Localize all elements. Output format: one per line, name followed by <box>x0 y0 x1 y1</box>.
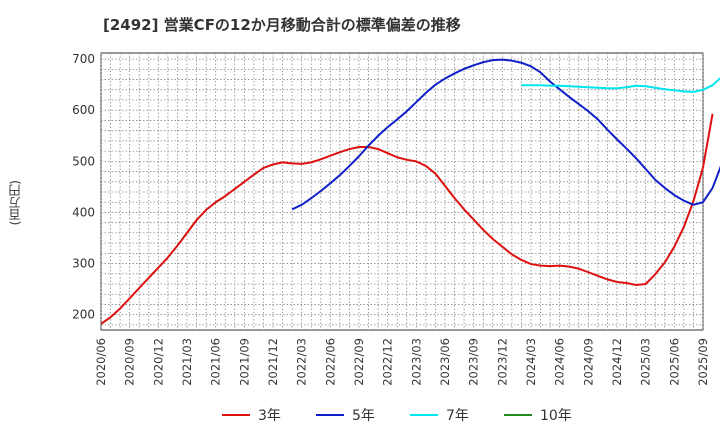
x-tick-label: 2021/12 <box>266 338 280 386</box>
x-tick-label: 2021/09 <box>237 338 251 386</box>
legend-swatch <box>410 414 438 416</box>
legend-item: 5年 <box>316 404 375 426</box>
x-tick-label: 2025/03 <box>639 338 653 386</box>
x-tick-label: 2021/03 <box>180 338 194 386</box>
x-tick-label: 2023/12 <box>495 338 509 386</box>
y-tick-label: 200 <box>72 308 95 322</box>
legend-label: 10年 <box>540 408 572 424</box>
legend-label: 3年 <box>258 408 281 424</box>
legend-item: 10年 <box>504 404 572 426</box>
y-tick-label: 600 <box>72 103 95 117</box>
legend-swatch <box>222 414 250 416</box>
y-tick-label: 700 <box>72 52 95 66</box>
y-tick-label: 500 <box>72 154 95 168</box>
grid-layer <box>100 52 704 331</box>
legend-item: 7年 <box>410 404 469 426</box>
legend-label: 7年 <box>446 408 469 424</box>
legend-item: 3年 <box>222 404 281 426</box>
y-tick-label: 400 <box>72 205 95 219</box>
x-tick-label: 2024/03 <box>524 338 538 386</box>
x-tick-label: 2024/06 <box>553 338 567 386</box>
legend-swatch <box>316 414 344 416</box>
x-tick-label: 2022/12 <box>381 338 395 386</box>
legend-label: 5年 <box>352 408 375 424</box>
x-tick-label: 2024/09 <box>581 338 595 386</box>
x-tick-label: 2023/06 <box>438 338 452 386</box>
line-chart: 200 300 400 500 600 700 2020/06 2020/09 2020/12 2… <box>72 52 720 386</box>
x-tick-label: 2022/09 <box>352 338 366 386</box>
x-tick-label: 2024/12 <box>610 338 624 386</box>
series-line-1 <box>100 113 714 325</box>
x-tick-label: 2023/09 <box>467 338 481 386</box>
series-line-3 <box>521 77 720 93</box>
x-tick-label: 2022/06 <box>323 338 337 386</box>
x-tick-label: 2020/09 <box>123 338 137 386</box>
axis-layer: 200 300 400 500 600 700 2020/06 2020/09 2020/12 2… <box>72 52 710 386</box>
x-tick-label: 2025/09 <box>696 338 710 386</box>
series-layer <box>100 58 720 325</box>
y-tick-label: 300 <box>72 257 95 271</box>
x-tick-label: 2022/03 <box>295 338 309 386</box>
series-line-2 <box>291 58 720 211</box>
x-tick-label: 2021/06 <box>209 338 223 386</box>
x-tick-label: 2020/06 <box>94 338 108 386</box>
chart-title: [2492] 営業CFの12か月移動合計の標準偏差の推移 <box>103 16 461 34</box>
legend-swatch <box>504 414 532 416</box>
x-tick-label: 2025/06 <box>667 338 681 386</box>
x-tick-label: 2020/12 <box>151 338 165 386</box>
x-tick-label: 2023/03 <box>409 338 423 386</box>
legend: 3年 5年 7年 10年 <box>0 404 720 426</box>
plot-area <box>100 52 704 331</box>
